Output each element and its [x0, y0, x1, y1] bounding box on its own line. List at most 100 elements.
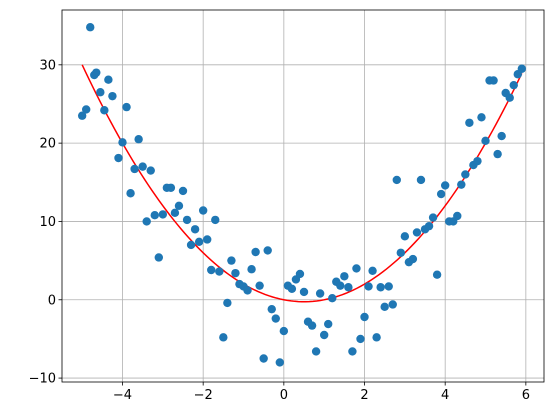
data-point [436, 189, 446, 199]
data-point [315, 289, 325, 298]
data-point [364, 282, 373, 291]
scatter-points [77, 23, 527, 367]
data-point [134, 135, 143, 144]
x-tick-label: 2 [360, 388, 368, 403]
data-point [360, 312, 369, 322]
data-point [416, 175, 426, 185]
data-point [92, 68, 101, 77]
data-point [114, 153, 123, 163]
data-point [388, 300, 397, 309]
data-point [408, 254, 418, 264]
data-point [251, 247, 260, 257]
data-point [481, 136, 490, 145]
data-point [457, 180, 466, 189]
data-point [392, 175, 401, 185]
data-point [215, 267, 224, 276]
x-tick-label: −4 [113, 388, 132, 403]
quadratic-fit-line [81, 64, 523, 303]
data-point [146, 166, 155, 175]
data-point [348, 347, 357, 356]
data-point [400, 232, 410, 241]
data-point [211, 215, 220, 225]
data-point [319, 330, 329, 340]
data-point [174, 201, 184, 210]
data-point [207, 265, 216, 275]
data-point [86, 23, 95, 32]
data-point [477, 113, 486, 122]
data-point [432, 270, 442, 279]
data-point [203, 235, 212, 244]
data-point [517, 64, 527, 73]
data-point [424, 221, 434, 231]
y-axis-ticks: −10 0 10 20 30 [29, 58, 62, 387]
x-axis-ticks: −4 −2 0 2 4 6 [113, 382, 530, 403]
data-point [194, 237, 204, 247]
y-tick-label: 20 [39, 137, 56, 152]
data-point [412, 228, 422, 237]
data-point [126, 189, 135, 198]
data-point [158, 210, 168, 219]
data-point [182, 215, 192, 225]
data-point [186, 240, 196, 250]
data-point [384, 282, 393, 291]
data-point [108, 91, 117, 101]
y-tick-label: 10 [39, 215, 56, 230]
data-point [142, 217, 151, 226]
data-point [344, 283, 353, 292]
data-point [231, 268, 240, 278]
data-point [243, 286, 252, 295]
y-tick-label: −10 [29, 372, 56, 387]
y-tick-label: 0 [48, 293, 56, 308]
data-point [356, 334, 365, 344]
data-point [104, 75, 113, 84]
data-point [263, 246, 272, 255]
data-point [311, 347, 321, 356]
data-point [440, 181, 450, 190]
axes-frame [61, 9, 545, 383]
x-tick-label: 4 [441, 388, 449, 403]
data-point [219, 333, 228, 342]
data-point [489, 76, 498, 85]
x-tick-label: 6 [522, 388, 530, 403]
data-point [340, 272, 349, 281]
data-point [307, 321, 317, 330]
data-point [247, 265, 256, 274]
data-point [118, 138, 127, 147]
data-point [505, 93, 514, 102]
data-point [223, 298, 232, 308]
data-point [509, 80, 518, 90]
data-point [255, 281, 264, 290]
data-point [96, 88, 105, 97]
data-point [154, 253, 163, 262]
data-point [493, 149, 502, 159]
data-point [428, 213, 438, 222]
data-point [122, 102, 131, 112]
data-point [295, 269, 305, 279]
data-point [352, 264, 361, 273]
data-point [271, 314, 280, 323]
data-point [380, 302, 389, 312]
data-point [166, 183, 176, 192]
data-point [372, 333, 381, 342]
data-point [279, 326, 289, 336]
data-point [453, 211, 462, 221]
data-point [138, 162, 147, 171]
data-point [178, 186, 188, 196]
data-point [190, 225, 200, 234]
data-point [77, 111, 87, 120]
x-tick-label: −2 [194, 388, 213, 403]
data-point [473, 156, 482, 166]
data-point [465, 118, 474, 127]
data-point [287, 284, 297, 293]
data-point [461, 170, 470, 179]
data-point [368, 266, 377, 275]
fit-curve-layer [81, 64, 523, 303]
data-point [497, 131, 506, 141]
data-point [324, 319, 333, 329]
x-tick-label: 0 [280, 388, 288, 403]
data-point [150, 210, 159, 220]
data-point [336, 281, 345, 290]
data-point [198, 206, 208, 215]
data-point [259, 354, 268, 363]
